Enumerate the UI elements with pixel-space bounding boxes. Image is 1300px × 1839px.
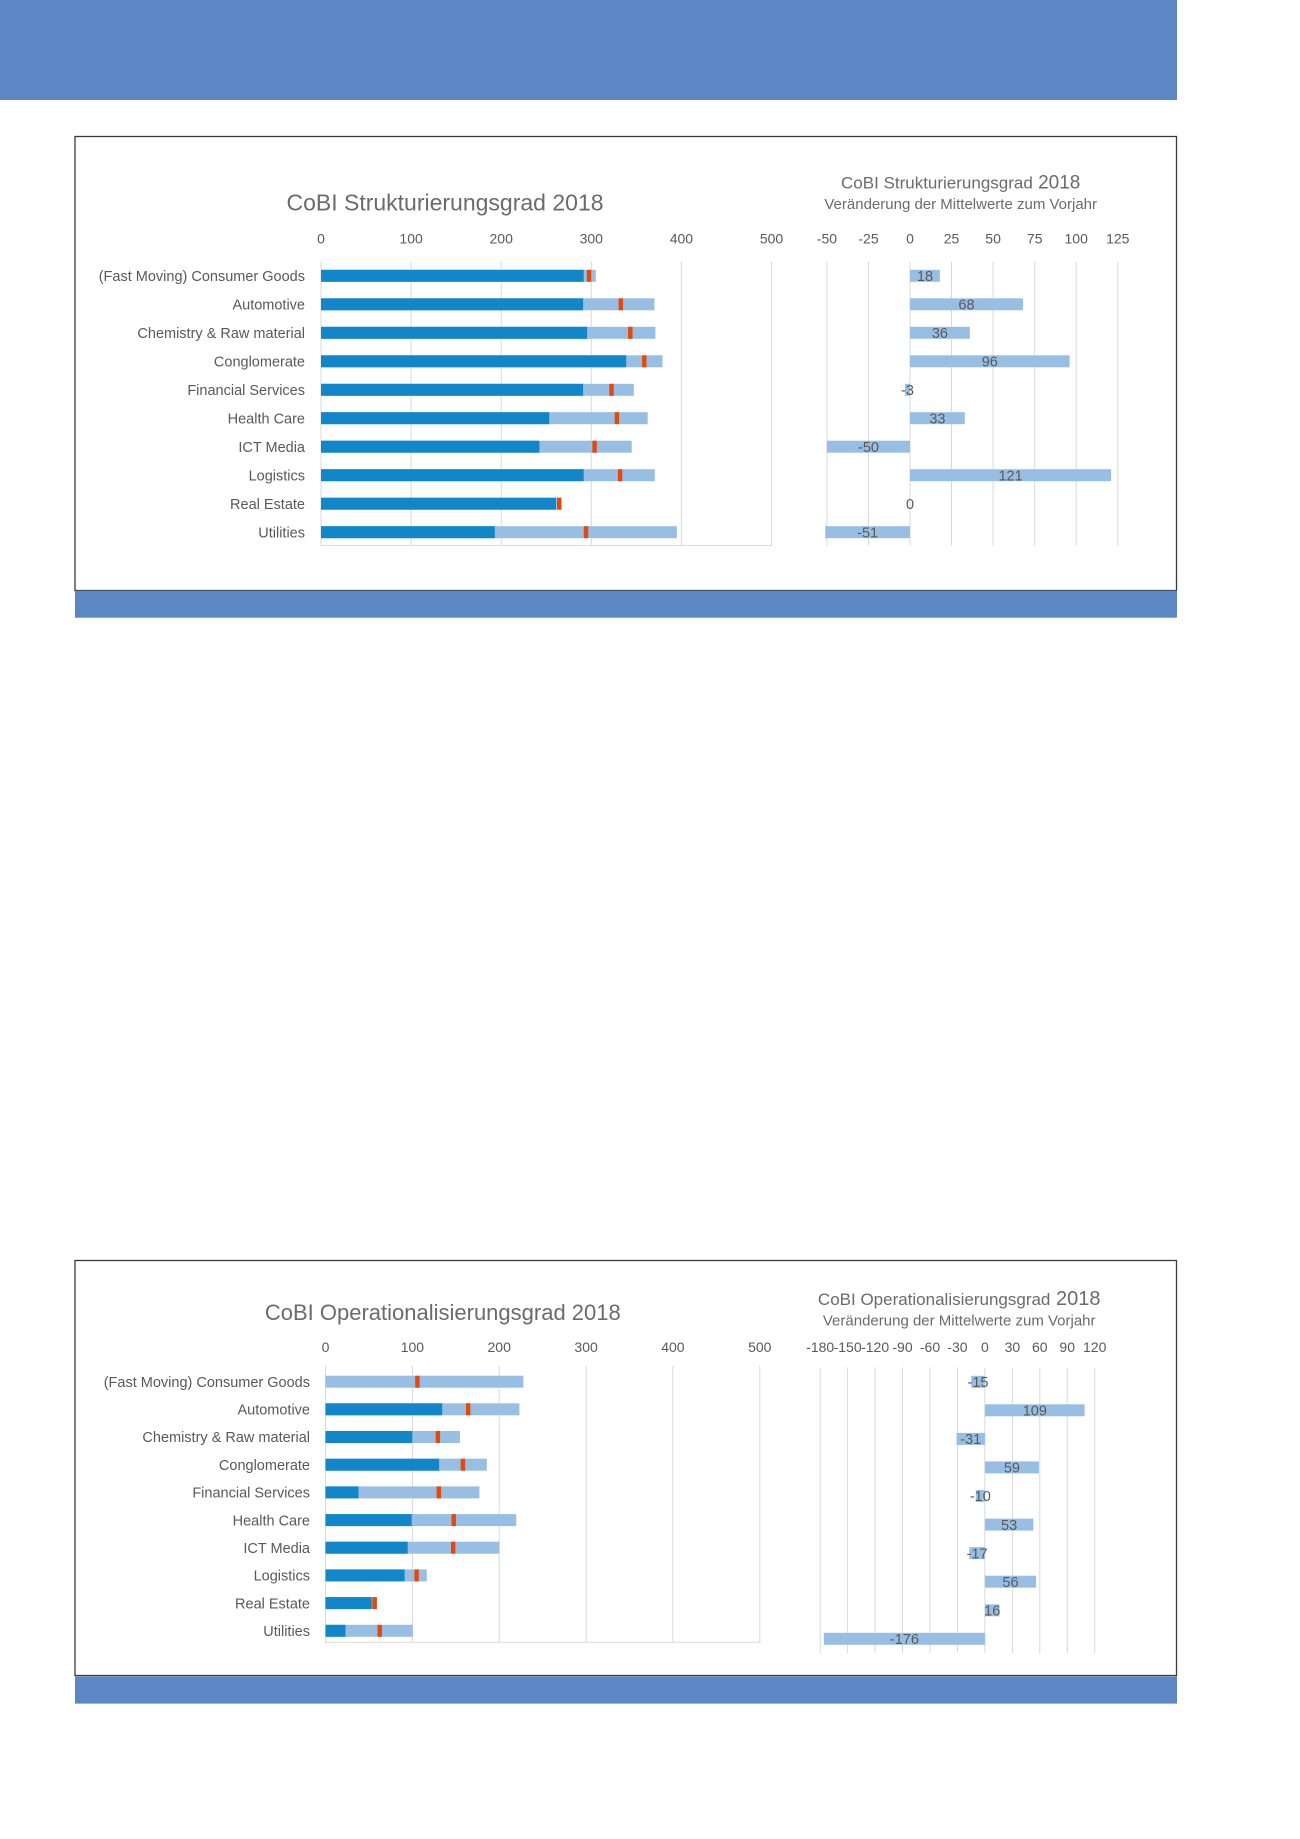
svg-text:0: 0 [317,231,325,247]
svg-text:(Fast Moving) Consumer Goods: (Fast Moving) Consumer Goods [99,269,305,285]
svg-text:0: 0 [906,231,914,247]
svg-text:500: 500 [748,1339,772,1355]
svg-text:500: 500 [760,231,784,247]
svg-text:Logistics: Logistics [249,468,305,484]
svg-text:125: 125 [1106,231,1130,247]
svg-text:CoBI Operationalisierungsgrad: CoBI Operationalisierungsgrad 2018 [818,1288,1101,1310]
svg-text:-17: -17 [967,1546,988,1562]
svg-text:200: 200 [488,1339,512,1355]
svg-text:109: 109 [1023,1404,1047,1420]
svg-text:-60: -60 [920,1339,940,1355]
svg-text:-90: -90 [892,1339,912,1355]
svg-text:Logistics: Logistics [254,1569,310,1585]
svg-text:-10: -10 [970,1489,991,1505]
svg-text:400: 400 [670,231,694,247]
svg-text:121: 121 [998,468,1022,484]
svg-text:Health Care: Health Care [228,411,305,427]
svg-text:0: 0 [981,1339,989,1355]
svg-text:-180: -180 [806,1339,834,1355]
svg-text:75: 75 [1027,231,1043,247]
svg-text:(Fast Moving) Consumer Goods: (Fast Moving) Consumer Goods [104,1375,310,1391]
svg-text:16: 16 [984,1604,1000,1620]
svg-text:96: 96 [982,355,998,371]
svg-text:-150: -150 [834,1339,862,1355]
svg-text:ICT Media: ICT Media [238,440,306,456]
svg-text:-25: -25 [858,231,878,247]
svg-text:ICT Media: ICT Media [243,1541,311,1557]
svg-text:-51: -51 [857,525,878,541]
svg-text:100: 100 [399,231,423,247]
svg-text:Veränderung der Mittelwerte zu: Veränderung der Mittelwerte zum Vorjahr [823,1313,1096,1330]
svg-text:Utilities: Utilities [258,525,305,541]
svg-text:68: 68 [958,298,974,314]
svg-text:36: 36 [932,326,948,342]
svg-text:-30: -30 [947,1339,967,1355]
svg-text:Financial Services: Financial Services [192,1486,310,1502]
svg-text:-120: -120 [861,1339,889,1355]
svg-text:-50: -50 [817,231,837,247]
svg-text:50: 50 [985,231,1001,247]
svg-text:CoBI Strukturierungsgrad 2018: CoBI Strukturierungsgrad 2018 [841,173,1080,194]
svg-text:59: 59 [1004,1461,1020,1477]
svg-text:Veränderung der Mittelwerte zu: Veränderung der Mittelwerte zum Vorjahr [824,196,1097,213]
svg-text:Automotive: Automotive [237,1403,310,1419]
svg-text:Health Care: Health Care [233,1513,310,1529]
svg-text:33: 33 [929,411,945,427]
svg-text:56: 56 [1002,1575,1018,1591]
svg-text:100: 100 [1065,231,1089,247]
svg-text:Real Estate: Real Estate [230,497,305,513]
svg-text:-176: -176 [890,1632,919,1648]
svg-text:25: 25 [944,231,960,247]
svg-text:200: 200 [490,231,514,247]
svg-text:400: 400 [661,1339,685,1355]
svg-text:0: 0 [906,497,914,513]
svg-text:CoBI Operationalisierungsgrad: CoBI Operationalisierungsgrad 2018 [265,1300,621,1325]
svg-text:-3: -3 [901,383,914,399]
svg-text:Chemistry & Raw material: Chemistry & Raw material [137,326,305,342]
svg-text:120: 120 [1083,1339,1107,1355]
svg-text:Real Estate: Real Estate [235,1596,310,1612]
svg-text:-15: -15 [968,1375,989,1391]
svg-text:300: 300 [574,1339,598,1355]
svg-text:Conglomerate: Conglomerate [214,355,305,371]
svg-text:Utilities: Utilities [263,1624,310,1640]
svg-text:-31: -31 [960,1432,981,1448]
svg-text:18: 18 [917,269,933,285]
svg-text:300: 300 [580,231,604,247]
svg-text:CoBI Strukturierungsgrad 2018: CoBI Strukturierungsgrad 2018 [286,190,603,216]
svg-text:100: 100 [401,1339,425,1355]
svg-text:Conglomerate: Conglomerate [219,1458,310,1474]
svg-text:0: 0 [322,1339,330,1355]
svg-text:Automotive: Automotive [232,298,305,314]
svg-text:90: 90 [1059,1339,1075,1355]
svg-text:30: 30 [1005,1339,1021,1355]
svg-text:-50: -50 [858,440,879,456]
svg-text:53: 53 [1001,1518,1017,1534]
svg-text:Financial Services: Financial Services [187,383,305,399]
svg-text:Chemistry & Raw material: Chemistry & Raw material [142,1430,310,1446]
svg-text:60: 60 [1032,1339,1048,1355]
